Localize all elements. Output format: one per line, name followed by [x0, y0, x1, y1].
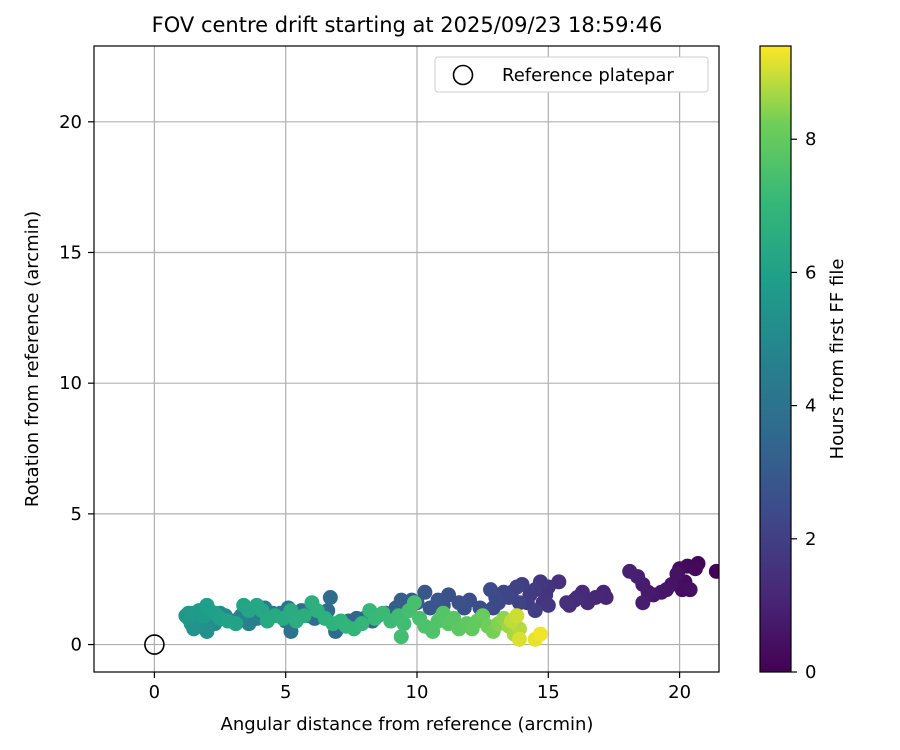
data-point [527, 603, 543, 619]
x-tick-label: 0 [149, 682, 160, 703]
colorbar: 0 2 4 6 8 Hours from first FF file [759, 45, 848, 683]
legend-label: Reference platepar [502, 65, 674, 86]
x-tick-label: 15 [537, 682, 560, 703]
data-point [532, 626, 548, 642]
data-point [540, 597, 556, 613]
colorbar-gradient [759, 45, 792, 673]
y-tick-label: 10 [59, 373, 82, 394]
data-point [509, 608, 525, 624]
data-point [559, 595, 575, 611]
data-point [396, 616, 412, 632]
colorbar-ticks: 0 2 4 6 8 [791, 129, 816, 683]
data-point [422, 600, 438, 616]
chart-title: FOV centre drift starting at 2025/09/23 … [152, 13, 663, 37]
data-point [708, 563, 719, 579]
x-tick-label: 10 [406, 682, 429, 703]
y-tick-label: 15 [59, 242, 82, 263]
data-point [635, 595, 651, 611]
data-point [228, 616, 244, 632]
data-point [406, 595, 422, 611]
data-point [622, 563, 638, 579]
data-point [682, 582, 698, 598]
reference-point-marker [144, 634, 165, 655]
data-point [393, 629, 409, 645]
data-point [511, 631, 527, 647]
colorbar-tick-label: 0 [805, 662, 816, 683]
colorbar-tick-label: 8 [805, 129, 816, 150]
data-point [296, 608, 312, 624]
legend: Reference platepar [434, 56, 709, 93]
y-axis-ticks: 0 5 10 15 20 [59, 112, 94, 656]
data-point [451, 595, 467, 611]
grid-lines [94, 46, 719, 672]
plot-frame [93, 45, 720, 673]
y-tick-label: 5 [71, 504, 82, 525]
data-point [483, 582, 499, 598]
y-tick-label: 0 [71, 635, 82, 656]
legend-marker [452, 64, 474, 86]
colorbar-title: Hours from first FF file [827, 259, 848, 460]
x-axis-title: Angular distance from reference (arcmin) [221, 714, 594, 735]
x-tick-label: 20 [668, 682, 691, 703]
data-point [598, 590, 614, 606]
data-point [354, 616, 370, 632]
data-points [178, 556, 719, 647]
data-point [417, 584, 433, 600]
legend-box [434, 56, 709, 93]
colorbar-tick-label: 2 [805, 529, 816, 550]
colorbar-tick-label: 6 [805, 262, 816, 283]
data-point [322, 590, 338, 606]
y-axis-title: Rotation from reference (arcmin) [22, 211, 43, 507]
x-axis-ticks: 0 5 10 15 20 [149, 672, 691, 703]
colorbar-tick-label: 4 [805, 396, 816, 417]
y-tick-label: 20 [59, 112, 82, 133]
x-tick-label: 5 [280, 682, 291, 703]
